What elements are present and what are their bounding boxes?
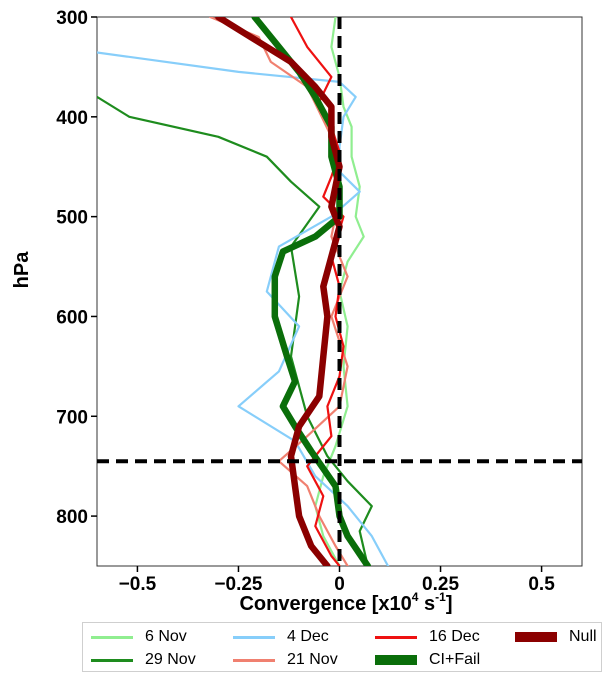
x-axis-title: Convergence [x104 s-1]: [239, 590, 452, 615]
x-tick-label: 0.25: [422, 574, 459, 595]
series-line-4-dec: [97, 51, 390, 566]
legend-swatch-29-nov: [91, 658, 133, 662]
x-tick-label: −0.5: [119, 574, 157, 595]
legend-item-null: Null: [515, 626, 597, 648]
legend-item-16-dec: 16 Dec: [375, 626, 480, 648]
legend: 6 Nov 4 Dec 16 Dec Null 29 Nov 21 Nov CI…: [82, 622, 602, 672]
legend-label-6-nov: 6 Nov: [145, 628, 187, 645]
y-tick-label: 600: [56, 307, 88, 328]
legend-item-ci-fail: CI+Fail: [375, 649, 480, 671]
y-tick-label: 800: [56, 507, 88, 528]
legend-swatch-6-nov: [91, 635, 133, 639]
legend-label-16-dec: 16 Dec: [429, 628, 480, 645]
legend-label-29-nov: 29 Nov: [145, 651, 196, 668]
legend-swatch-null: [515, 632, 557, 642]
y-axis-title: hPa: [11, 251, 33, 289]
legend-swatch-21-nov: [233, 658, 275, 662]
legend-item-4-dec: 4 Dec: [233, 626, 329, 648]
legend-label-4-dec: 4 Dec: [287, 628, 329, 645]
y-tick-label: 500: [56, 208, 88, 229]
series-line-29-nov: [97, 95, 373, 566]
y-tick-label: 300: [56, 8, 88, 29]
legend-item-21-nov: 21 Nov: [233, 649, 338, 671]
x-axis-ticks: −0.5 −0.25 0 0.25 0.5: [119, 566, 555, 595]
series-line-null: [215, 17, 343, 566]
legend-swatch-4-dec: [233, 635, 275, 639]
legend-swatch-16-dec: [375, 635, 417, 639]
x-tick-label: 0: [334, 574, 345, 595]
x-tick-label: 0.5: [528, 574, 555, 595]
legend-swatch-ci-fail: [375, 655, 417, 665]
y-tick-label: 400: [56, 108, 88, 129]
reference-lines: [97, 17, 582, 566]
y-tick-label: 700: [56, 407, 88, 428]
convergence-chart: −0.5 −0.25 0 0.25 0.5 300 400 500 600 700 800 Con…: [11, 8, 583, 615]
series-layer: [97, 17, 390, 566]
legend-label-null: Null: [569, 628, 597, 645]
legend-label-21-nov: 21 Nov: [287, 651, 338, 668]
y-axis-ticks: 300 400 500 600 700 800: [56, 8, 97, 528]
series-line-6-nov: [314, 17, 365, 566]
legend-label-ci-fail: CI+Fail: [429, 651, 481, 668]
legend-item-6-nov: 6 Nov: [91, 626, 187, 648]
x-tick-label: −0.25: [214, 574, 263, 595]
legend-item-29-nov: 29 Nov: [91, 649, 196, 671]
